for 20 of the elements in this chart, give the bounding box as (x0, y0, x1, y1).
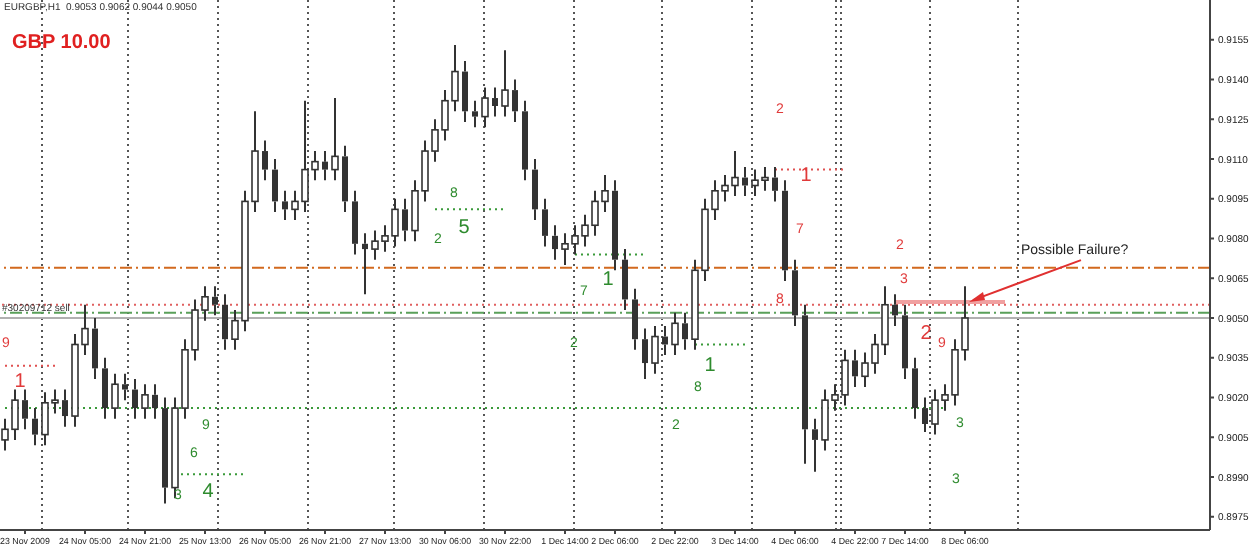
annotation: GBP 10.00 (12, 32, 112, 54)
candlestick (782, 179, 788, 282)
candlestick (352, 189, 358, 256)
annotation: 1 (14, 371, 27, 393)
candlestick (272, 158, 278, 213)
candlestick (792, 258, 798, 327)
annotation: 1 (704, 355, 717, 377)
annotation: 1 (800, 165, 813, 187)
annotation: 2 (920, 323, 933, 345)
candlestick (802, 303, 808, 465)
candlestick (632, 287, 638, 351)
annotation: 5 (458, 217, 471, 239)
candlestick (532, 158, 538, 221)
candlestick (912, 356, 918, 420)
candlestick (522, 99, 528, 182)
annotation: 4 (202, 481, 215, 503)
annotation: 1 (602, 269, 615, 291)
candlestick (542, 197, 548, 248)
candlestick (622, 248, 628, 312)
candlestick (902, 303, 908, 380)
